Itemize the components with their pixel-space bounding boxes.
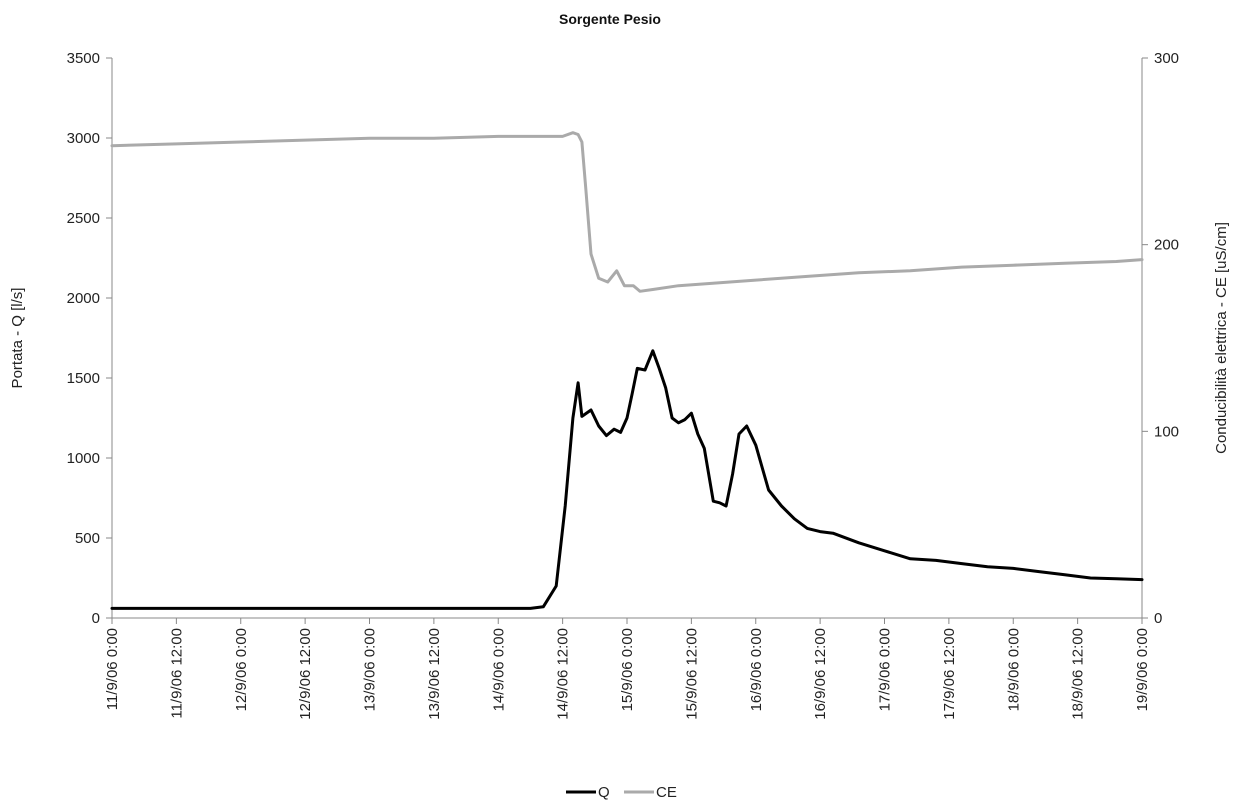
right-tick-label: 0 — [1154, 610, 1162, 627]
x-tick-label: 11/9/06 12:00 — [168, 628, 185, 719]
left-tick-label: 3000 — [67, 130, 100, 147]
x-tick-label: 15/9/06 12:00 — [683, 628, 700, 720]
right-tick-label: 300 — [1154, 50, 1179, 67]
x-tick-label: 15/9/06 0:00 — [619, 628, 636, 711]
x-tick-label: 12/9/06 12:00 — [297, 628, 314, 720]
x-tick-label: 18/9/06 12:00 — [1070, 628, 1087, 720]
x-tick-label: 14/9/06 12:00 — [555, 628, 572, 720]
right-y-axis: 0 100 200 300 — [1141, 50, 1179, 627]
right-tick-label: 200 — [1154, 237, 1179, 254]
x-tick-label: 11/9/06 0:00 — [104, 628, 121, 710]
left-tick-label: 0 — [92, 610, 100, 627]
x-tick-label: 17/9/06 0:00 — [877, 628, 894, 711]
legend-label-q: Q — [598, 784, 610, 801]
x-axis: 11/9/06 0:00 11/9/06 12:00 12/9/06 0:00 12/… — [104, 617, 1151, 720]
chart-title: Sorgente Pesio — [559, 11, 661, 27]
x-tick-label: 12/9/06 0:00 — [233, 628, 250, 711]
x-tick-label: 16/9/06 12:00 — [812, 628, 829, 720]
x-tick-label: 14/9/06 0:00 — [490, 628, 507, 711]
x-tick-label: 13/9/06 12:00 — [426, 628, 443, 720]
left-tick-label: 3500 — [67, 50, 100, 67]
x-tick-label: 17/9/06 12:00 — [941, 628, 958, 720]
x-tick-label: 18/9/06 0:00 — [1005, 628, 1022, 711]
series-line-ce — [110, 131, 1144, 293]
x-tick-label: 16/9/06 0:00 — [748, 628, 765, 711]
right-axis-title: Conducibilità elettrica - CE [uS/cm] — [1213, 222, 1230, 454]
left-tick-label: 1500 — [67, 370, 100, 387]
left-tick-label: 2500 — [67, 210, 100, 227]
legend: Q CE — [566, 784, 677, 801]
left-tick-label: 1000 — [67, 450, 100, 467]
series-layer — [110, 131, 1144, 610]
legend-label-ce: CE — [656, 784, 677, 801]
left-tick-label: 500 — [75, 530, 100, 547]
series-line-q — [110, 349, 1144, 610]
left-tick-label: 2000 — [67, 290, 100, 307]
x-tick-label: 19/9/06 0:00 — [1134, 628, 1151, 711]
left-y-axis: 0 500 1000 1500 2000 2500 3000 3500 — [67, 50, 113, 627]
left-axis-title: Portata - Q [l/s] — [9, 288, 26, 389]
right-tick-label: 100 — [1154, 423, 1179, 440]
x-tick-label: 13/9/06 0:00 — [362, 628, 379, 711]
